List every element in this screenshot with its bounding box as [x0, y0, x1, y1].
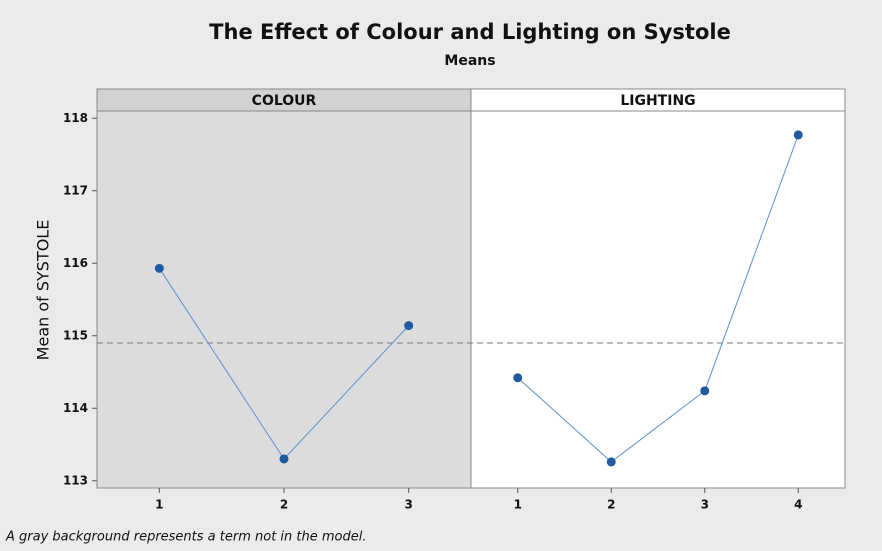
point	[279, 454, 289, 464]
point	[700, 386, 710, 396]
x-tick-label: 2	[280, 498, 288, 512]
point	[404, 321, 414, 331]
y-tick-label: 113	[63, 473, 88, 487]
x-tick-label: 1	[514, 498, 522, 512]
x-tick-label: 1	[155, 498, 163, 512]
point	[513, 373, 523, 383]
chart-subtitle: Means	[444, 53, 495, 69]
x-tick-label: 3	[701, 498, 709, 512]
x-tick-label: 2	[607, 498, 615, 512]
y-axis-label: Mean of SYSTOLE	[34, 220, 53, 361]
footnote: A gray background represents a term not …	[5, 530, 367, 545]
point	[154, 263, 164, 273]
chart-title: The Effect of Colour and Lighting on Sys…	[209, 20, 731, 44]
line	[517, 134, 799, 463]
y-tick-label: 115	[63, 328, 88, 342]
y-tick-label: 114	[63, 401, 88, 415]
point	[606, 457, 616, 467]
panel-background	[96, 110, 472, 489]
panel-background	[470, 110, 846, 489]
point	[793, 130, 803, 140]
y-tick-label: 118	[63, 111, 88, 125]
y-tick-label: 116	[63, 256, 88, 270]
panel-title: COLOUR	[252, 93, 317, 109]
panel-title: LIGHTING	[620, 93, 695, 109]
x-tick-label: 3	[404, 498, 412, 512]
panel-header	[470, 88, 846, 112]
y-tick-label: 117	[63, 183, 88, 197]
x-tick-label: 4	[794, 498, 802, 512]
